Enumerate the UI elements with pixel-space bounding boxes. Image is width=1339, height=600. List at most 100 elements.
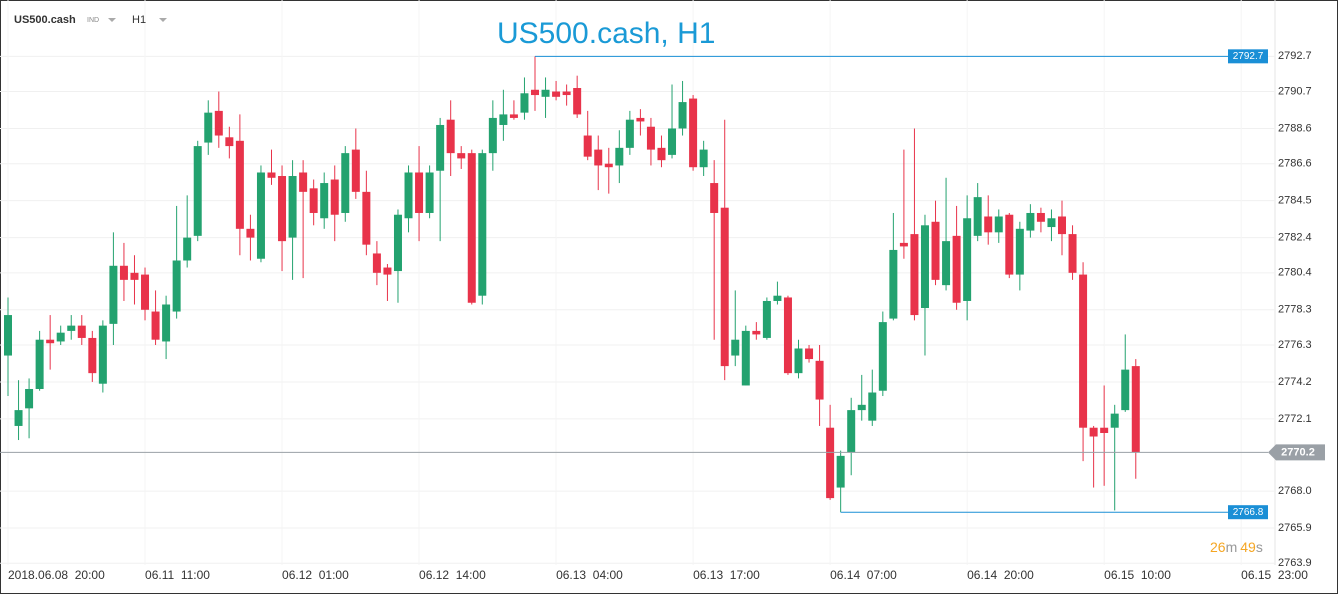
dropdown-arrow[interactable]: [108, 18, 116, 22]
candle-body: [162, 304, 171, 342]
y-tick-label: 2788.6: [1278, 122, 1312, 134]
candle-body: [805, 348, 814, 360]
x-tick-label: 06.12 14:00: [419, 568, 486, 582]
chart-title: US500.cash, H1: [497, 17, 715, 50]
candle-body: [109, 265, 118, 324]
candle-body: [668, 128, 677, 155]
symbol[interactable]: US500.cash: [14, 14, 76, 26]
candle-body: [499, 114, 508, 125]
candle-body: [372, 253, 381, 273]
candle-body: [710, 183, 719, 213]
candle-body: [942, 241, 951, 286]
candle-body: [1015, 228, 1024, 275]
candle-body: [393, 214, 402, 272]
x-tick-label: 06.11 11:00: [145, 568, 210, 582]
candle-body: [899, 242, 908, 247]
candle-body: [573, 88, 582, 115]
candle-body: [604, 163, 613, 168]
x-tick-label: 06.13 17:00: [693, 568, 760, 582]
candle-body: [531, 89, 539, 96]
y-tick-label: 2765.9: [1278, 522, 1312, 534]
candle-body: [920, 225, 929, 309]
dropdown-arrow[interactable]: [159, 18, 167, 22]
candle-body: [193, 146, 202, 236]
extreme-label: 2766.8: [1233, 507, 1264, 518]
candle-body: [1026, 212, 1035, 231]
y-tick-label: 2792.7: [1278, 50, 1312, 62]
extreme-badge: [1228, 505, 1268, 520]
countdown-unit: s: [1256, 539, 1263, 555]
y-tick-label: 2780.4: [1278, 267, 1312, 279]
candle-body: [235, 140, 244, 229]
candle-body: [910, 234, 919, 316]
candle-body: [625, 119, 634, 148]
candle-body: [351, 149, 360, 192]
y-tick-label: 2763.9: [1278, 557, 1312, 569]
candle-body: [1131, 366, 1140, 453]
candle-body: [467, 153, 476, 303]
candle-body: [657, 147, 666, 161]
candle-body: [56, 332, 65, 342]
x-tick-label: 06.14 07:00: [830, 568, 897, 582]
candle-body: [288, 176, 297, 238]
candle-body: [1005, 214, 1014, 275]
candle-body: [878, 322, 887, 391]
candle-body: [952, 235, 961, 303]
candle-body: [931, 221, 940, 280]
candle-body: [1058, 216, 1066, 235]
candle-body: [130, 272, 139, 280]
candle-body: [436, 124, 445, 171]
candle-body: [204, 112, 213, 143]
countdown: 26m 49s: [1210, 539, 1263, 555]
x-tick-label: 06.15 10:00: [1104, 568, 1171, 582]
candle-body: [868, 392, 877, 421]
candle-body: [963, 218, 972, 301]
candle-body: [478, 153, 487, 296]
candle-body: [362, 191, 371, 245]
candle-body: [973, 197, 982, 236]
candle-body: [278, 176, 287, 242]
y-tick-label: 2778.3: [1278, 304, 1312, 316]
candle-body: [1068, 234, 1077, 273]
candle-body: [141, 274, 150, 310]
candle-body: [889, 249, 898, 319]
candle-body: [14, 410, 23, 426]
candle-body: [541, 89, 550, 97]
candle-body: [720, 207, 729, 367]
last-price-label: 2770.2: [1281, 446, 1315, 458]
candle-body: [731, 339, 740, 356]
y-tick-label: 2786.6: [1278, 158, 1312, 170]
candle-body: [1121, 369, 1130, 411]
x-tick-label: 06.13 04:00: [556, 568, 623, 582]
candle-body: [762, 300, 771, 338]
candle-body: [98, 325, 107, 384]
plot: 2792.7 2766.8 2770.2: [0, 49, 1325, 520]
y-tick-label: 2768.0: [1278, 485, 1312, 497]
candle-body: [646, 126, 655, 150]
candle-body: [446, 119, 455, 154]
candle-body: [246, 228, 255, 238]
candle-body: [214, 110, 223, 136]
countdown-unit: m: [1226, 539, 1238, 555]
candle-body: [1110, 413, 1119, 428]
y-tick-label: 2782.4: [1278, 232, 1312, 244]
timeframe[interactable]: H1: [132, 14, 146, 26]
candle-body: [341, 153, 350, 213]
candle-body: [320, 183, 329, 219]
x-tick-label: 06.12 01:00: [282, 568, 349, 582]
candle-body: [636, 117, 645, 122]
candle-body: [88, 337, 97, 374]
candle-body: [309, 188, 318, 213]
x-tick-label: 06.14 20:00: [967, 568, 1034, 582]
candle-body: [857, 404, 866, 411]
candle-body: [699, 149, 708, 168]
candle-body: [836, 455, 845, 488]
category[interactable]: IND: [87, 17, 99, 24]
candle-body: [267, 172, 276, 178]
candle-body: [1047, 218, 1056, 228]
candle-body: [520, 93, 529, 113]
candle-body: [994, 216, 1003, 233]
x-tick-label: 06.15 23:00: [1241, 568, 1308, 582]
candle-body: [1089, 427, 1098, 437]
